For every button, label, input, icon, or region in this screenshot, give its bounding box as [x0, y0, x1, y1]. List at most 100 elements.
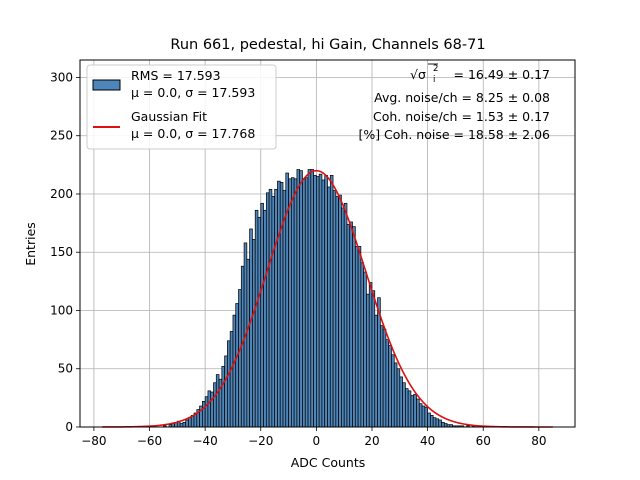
histogram-bar — [393, 362, 398, 428]
histogram-bar — [324, 174, 328, 428]
plot-frame — [79, 59, 576, 428]
y-tick-label: 100 — [50, 303, 73, 317]
histogram-bar — [435, 418, 440, 428]
histogram-bar — [288, 178, 292, 428]
histogram-bar — [265, 192, 270, 428]
histogram-bar — [360, 262, 365, 428]
x-tick-label: −60 — [137, 434, 162, 448]
histogram-bar — [341, 207, 345, 428]
noise-annotations: √σ 2 i = 16.49 ± 0.17 Avg. noise/ch = 8.… — [358, 63, 550, 142]
y-tick-label: 200 — [50, 187, 73, 201]
histogram-bar — [388, 345, 392, 428]
y-axis-label: Entries — [23, 222, 38, 266]
histogram-bar — [257, 216, 262, 428]
histogram-bar — [215, 374, 220, 428]
histogram-bar — [229, 331, 234, 428]
histogram-bar — [418, 403, 423, 428]
y-tick-label: 250 — [50, 129, 73, 143]
histogram-bar — [260, 202, 264, 428]
histogram-bar — [268, 188, 273, 428]
histogram-bars — [163, 169, 476, 428]
histogram-bar — [271, 195, 276, 428]
legend: RMS = 17.593 μ = 0.0, σ = 17.593 Gaussia… — [86, 64, 277, 150]
x-axis-label: ADC Counts — [291, 455, 366, 470]
histogram-bar — [407, 390, 412, 428]
legend-box — [86, 64, 277, 150]
chart-title: Run 661, pedestal, hi Gain, Channels 68-… — [170, 37, 485, 53]
histogram-bar — [424, 406, 428, 428]
histogram-bar — [213, 382, 217, 428]
avg-noise-per-channel: Avg. noise/ch = 8.25 ± 0.08 — [374, 90, 550, 105]
histogram-bar — [299, 170, 303, 428]
histogram-bar — [290, 177, 295, 428]
histogram-bar — [179, 423, 184, 428]
total-noise-subscript: i — [433, 75, 435, 85]
histogram-bar — [263, 209, 267, 428]
total-noise-radical: √σ — [410, 67, 426, 82]
histogram-bar — [396, 368, 401, 428]
histogram-bar — [354, 246, 359, 428]
histogram-bar — [227, 340, 231, 428]
histogram-bar — [441, 421, 445, 428]
histogram-bar — [282, 190, 287, 428]
histogram-bar — [427, 412, 431, 428]
histogram-bar — [332, 190, 337, 428]
histogram-bar — [321, 179, 326, 428]
histogram-bar — [368, 282, 373, 428]
histogram-bar — [410, 395, 415, 428]
histogram-bar — [352, 226, 356, 428]
histogram-bar — [391, 354, 395, 428]
histogram-bar — [307, 169, 312, 428]
histogram-bar — [204, 396, 209, 428]
y-tick-label: 0 — [65, 420, 73, 434]
histogram-bar — [346, 223, 351, 428]
x-tick-label: −80 — [81, 434, 106, 448]
legend-fit-label: Gaussian Fit — [131, 109, 207, 124]
histogram-bar — [363, 271, 367, 428]
coherent-noise-percent: [%] Coh. noise = 18.58 ± 2.06 — [358, 127, 550, 142]
coherent-noise-per-channel: Coh. noise/ch = 1.53 ± 0.17 — [373, 109, 550, 124]
y-tick-label: 50 — [58, 362, 73, 376]
legend-histogram-stats: μ = 0.0, σ = 17.593 — [131, 85, 255, 100]
histogram-bar — [432, 417, 437, 428]
histogram-bar — [413, 394, 417, 428]
histogram-bar — [338, 194, 342, 428]
histogram-bar — [443, 423, 448, 428]
histogram-bar — [405, 388, 409, 428]
histogram-bar — [349, 221, 353, 428]
total-noise-superscript: 2 — [433, 64, 438, 74]
total-noise-value: = 16.49 ± 0.17 — [454, 67, 550, 82]
histogram-bar — [421, 405, 426, 428]
x-tick-label: −20 — [248, 434, 273, 448]
histogram-bar — [399, 376, 403, 428]
histogram-bar — [313, 174, 317, 428]
histogram-bar — [238, 289, 242, 428]
histogram-bar — [235, 303, 239, 428]
y-axis-ticks: 0 50 100 150 200 250 300 — [50, 70, 80, 434]
histogram-bar — [246, 258, 250, 428]
histogram-bar — [249, 228, 253, 428]
histogram-bar — [182, 421, 187, 428]
histogram-bar — [304, 177, 309, 428]
y-tick-label: 150 — [50, 245, 73, 259]
x-tick-label: 40 — [420, 434, 435, 448]
gaussian-fit-curve — [102, 169, 553, 428]
histogram-bar — [188, 417, 192, 428]
histogram-bar — [335, 195, 339, 428]
histogram-bar — [318, 173, 323, 428]
x-tick-label: 20 — [364, 434, 379, 448]
histogram-bar — [277, 180, 281, 428]
histogram-bar — [232, 314, 237, 428]
histogram-bar — [316, 176, 320, 428]
x-tick-label: −40 — [192, 434, 217, 448]
histogram-bar — [274, 188, 278, 428]
histogram-bar — [357, 246, 362, 428]
histogram-bar — [221, 366, 225, 428]
x-tick-label: 60 — [476, 434, 491, 448]
x-tick-label: 0 — [313, 434, 321, 448]
histogram-bar — [279, 181, 284, 428]
histogram-bar — [302, 178, 306, 428]
histogram-bar — [185, 419, 189, 428]
x-tick-label: 80 — [531, 434, 546, 448]
